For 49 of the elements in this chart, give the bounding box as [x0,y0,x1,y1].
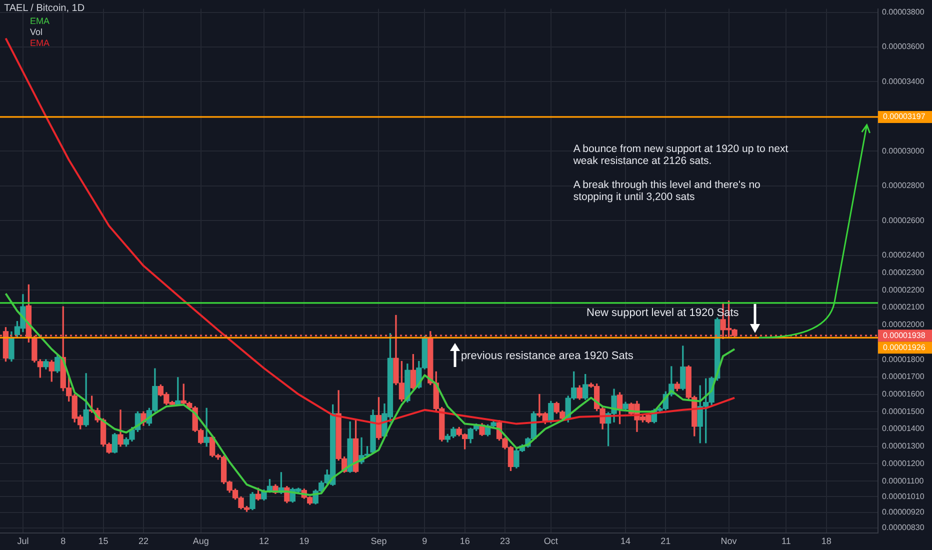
y-tick-label: 0.00002300 [882,268,925,277]
y-tick-label: 0.00003000 [882,146,925,156]
x-tick-label: 18 [821,536,832,546]
y-tick-label: 0.00002000 [882,320,925,330]
y-tick-label: 0.00001400 [882,424,925,434]
y-tick-label: 0.00001300 [882,442,925,451]
annotation: A break through this level and there's no stopping it until 3,200 sats [573,178,760,203]
text: EMA [30,16,50,27]
y-tick-label: 0.00001010 [882,492,925,501]
y-tick-label: 0.00002100 [882,302,925,312]
x-tick-label: 11 [782,536,791,546]
y-tick-label: 0.00000920 [882,508,925,517]
y-tick-label: 0.00001600 [882,389,925,398]
x-tick-label: 8 [60,536,66,546]
x-tick-label: Sep [370,536,387,546]
y-tick-label: 0.00001500 [882,406,925,416]
annotation: A bounce from new support at 1920 up to next weak resistance at 2126 sats. [573,142,788,167]
y-tick-label: 0.00003400 [882,76,925,86]
annotation: Vol [30,27,44,38]
ref-line-label: 0.00003197 [883,112,926,122]
y-tick-label: 0.00002600 [882,216,925,225]
annotation: previous resistance area 1920 Sats [460,350,634,362]
ref-line-label: 0.00001926 [883,342,926,352]
y-tick-label: 0.00003800 [882,7,925,16]
y-tick-label: 0.00001800 [882,354,925,364]
x-tick-label: 19 [299,536,310,546]
x-tick-label: 12 [258,536,269,546]
x-tick-label: 22 [138,536,148,546]
x-tick-label: Jul [17,536,29,546]
x-tick-label: Aug [192,536,209,546]
chart-title: TAEL / Bitcoin, 1D [4,3,85,14]
series-label: EMA [30,38,50,49]
x-tick-label: Oct [544,536,558,546]
x-tick-label: 16 [460,536,470,546]
x-tick-label: 15 [98,536,108,546]
x-tick-label: 9 [422,536,428,546]
y-tick-label: 0.00002400 [882,250,925,260]
y-tick-label: 0.00003600 [882,42,925,52]
x-tick-label: Nov [720,536,738,546]
x-tick-label: 23 [500,536,510,546]
y-tick-label: 0.00001200 [882,458,925,468]
y-tick-label: 0.00002800 [882,181,925,190]
x-tick-label: 14 [620,536,631,546]
y-tick-label: 0.00000830 [882,523,925,532]
y-tick-label: 0.00002200 [882,285,925,294]
y-tick-label: 0.00001100 [882,476,924,486]
ref-line-label: 0.00001938 [883,330,926,340]
y-tick-label: 0.00001700 [882,372,925,382]
x-tick-label: 21 [660,536,671,546]
